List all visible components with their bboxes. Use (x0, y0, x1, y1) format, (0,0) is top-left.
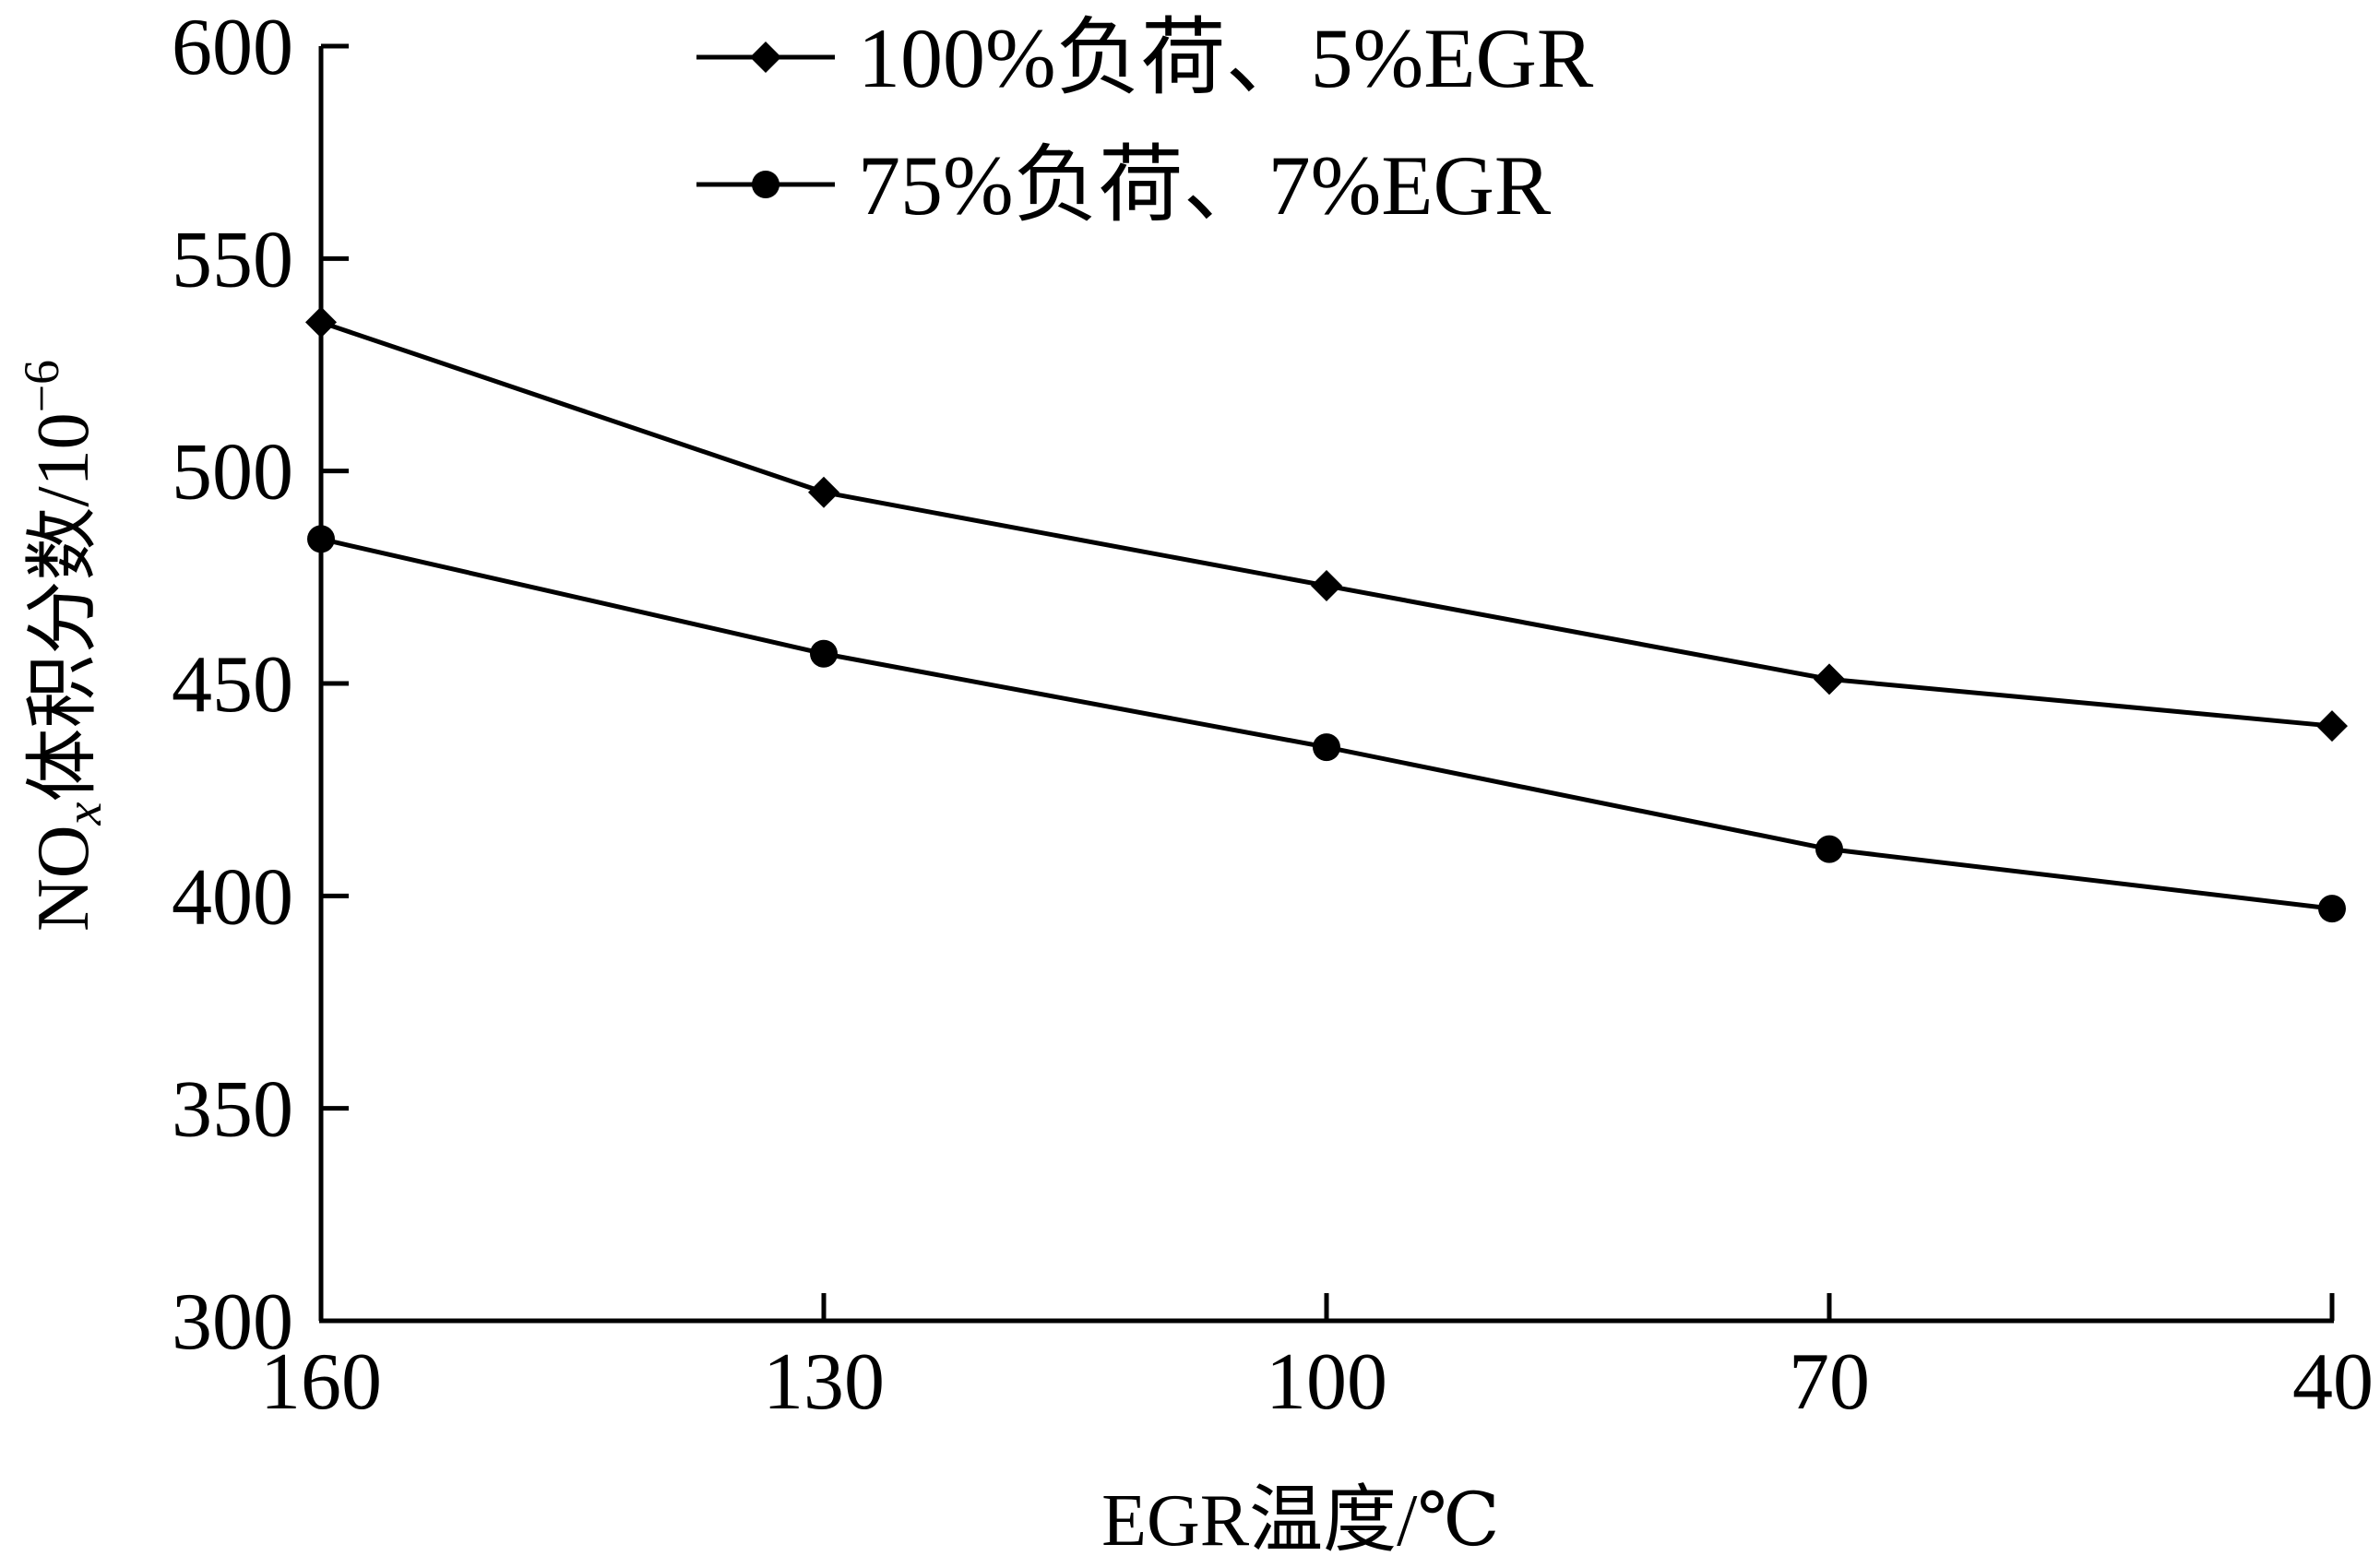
y-tick-label: 600 (172, 3, 293, 92)
series-1 (305, 306, 2348, 742)
y-tick-label: 550 (172, 215, 293, 304)
legend-label: 100%负荷、5%EGR (858, 11, 1594, 105)
diamond-marker-point (808, 476, 839, 508)
diamond-marker-point (1814, 663, 1845, 695)
x-tick-label: 160 (260, 1337, 382, 1427)
legend-label: 75%负荷、7%EGR (858, 138, 1552, 232)
x-tick-label: 130 (763, 1337, 885, 1427)
circle-marker-point (810, 639, 838, 668)
tick-labels: 300 350 400 450 500 550 600 160 130 100 70 40 (172, 3, 2374, 1427)
legend-entry: 75%负荷、7%EGR (696, 138, 1552, 232)
y-axis-label-sup: −6 (14, 360, 69, 412)
legend-marker (752, 171, 779, 198)
x-tick-label: 100 (1266, 1337, 1387, 1427)
axes (318, 43, 2335, 1324)
y-tick-label: 300 (172, 1277, 293, 1367)
y-tick-label: 450 (172, 640, 293, 730)
y-tick-label: 400 (172, 852, 293, 942)
y-axis-label: NOx体积分数/10−6 (14, 360, 113, 932)
series-lines (305, 306, 2348, 923)
circle-marker-point (2318, 895, 2346, 923)
legend-entry: 100%负荷、5%EGR (696, 11, 1594, 105)
series-2 (307, 525, 2346, 923)
diamond-marker-point (305, 306, 337, 339)
y-axis-label-suffix: 体积分数/10 (23, 412, 104, 802)
x-tick-label: 40 (2292, 1337, 2374, 1427)
circle-marker-point (1313, 733, 1340, 762)
x-tick-label: 70 (1789, 1337, 1870, 1427)
circle-marker-point (307, 525, 335, 553)
diamond-marker-point (2316, 710, 2348, 742)
y-tick-label: 500 (172, 428, 293, 517)
y-axis-label-main: NO (23, 826, 104, 932)
diamond-marker-point (1311, 570, 1342, 602)
circle-marker-point (1815, 835, 1843, 863)
x-axis-label: EGR温度/℃ (1101, 1480, 1500, 1556)
y-tick-label: 350 (172, 1065, 293, 1155)
y-axis-label-sub: x (55, 802, 113, 826)
legend-marker (750, 42, 781, 73)
legend: 100%负荷、5%EGR 75%负荷、7%EGR (696, 11, 1594, 232)
series-line (320, 320, 2333, 729)
